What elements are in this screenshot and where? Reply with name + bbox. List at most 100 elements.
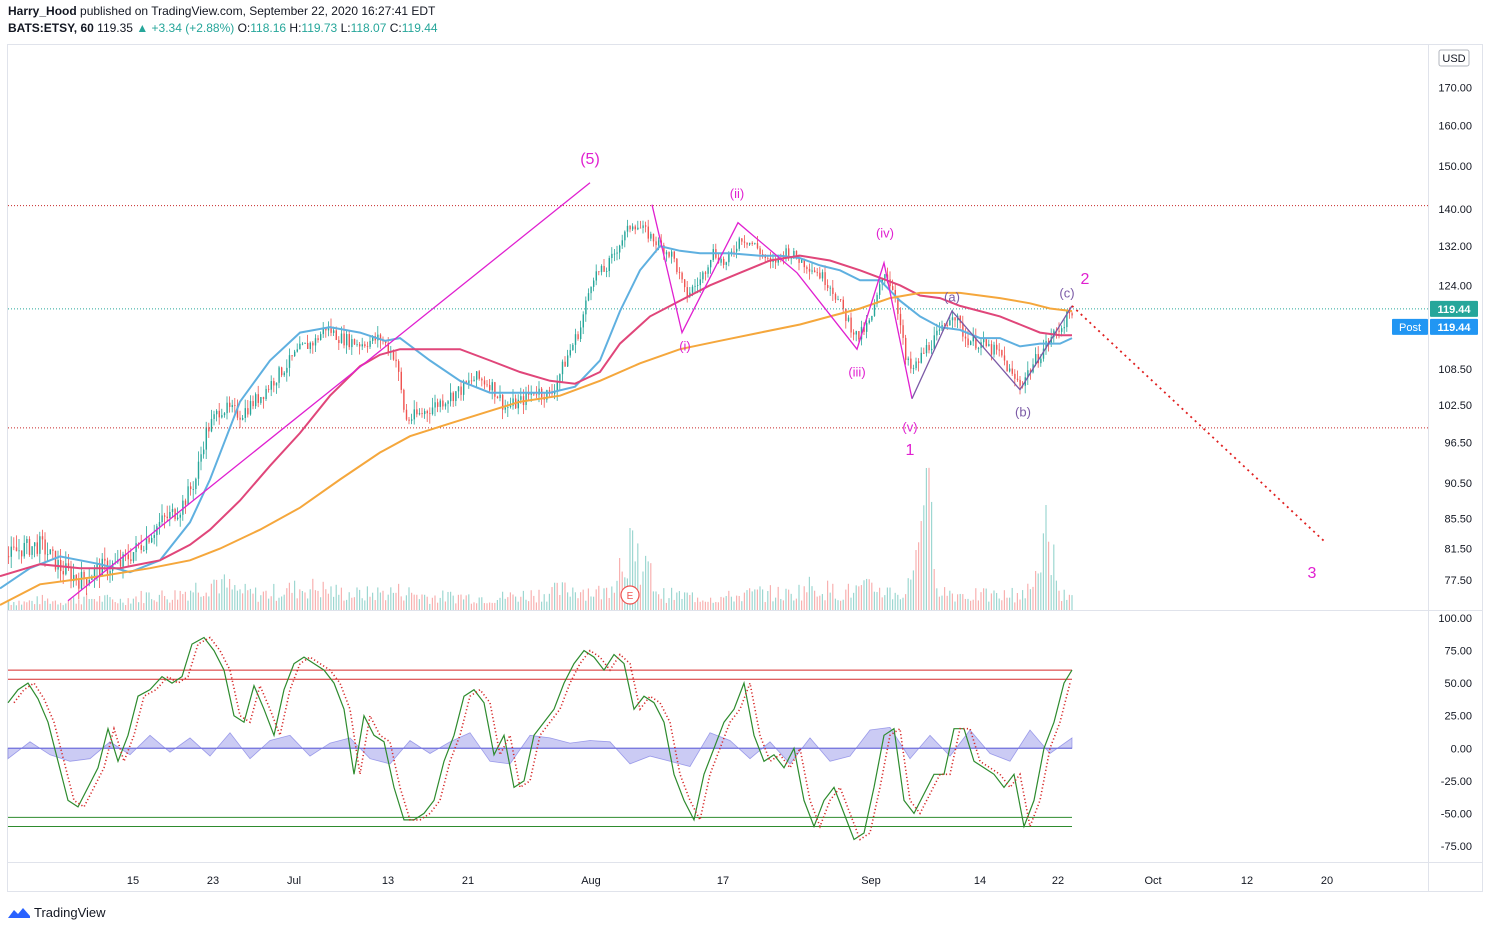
volume-bar — [153, 600, 155, 610]
volume-bar — [923, 505, 925, 610]
candle-body — [23, 542, 25, 557]
volume-bar — [720, 596, 722, 610]
volume-bar — [892, 599, 894, 610]
candle-body — [166, 516, 168, 518]
volume-bar — [486, 603, 488, 610]
candle-body — [697, 285, 699, 286]
volume-bar — [772, 601, 774, 610]
post-market-label: Post — [1399, 322, 1421, 334]
volume-bar — [70, 599, 72, 610]
earnings-marker-icon[interactable] — [620, 585, 640, 605]
projection-dotted-line — [1071, 305, 1325, 542]
volume-bar — [754, 589, 756, 610]
volume-bar — [762, 589, 764, 610]
volume-bar — [577, 598, 579, 610]
candle-body — [899, 313, 902, 326]
volume-bar — [525, 599, 527, 610]
candle-body — [70, 568, 72, 582]
candle-body — [421, 413, 423, 415]
elliott-wave-line — [911, 305, 1073, 399]
brand-name[interactable]: TradingView — [34, 904, 106, 920]
candle-body — [767, 257, 769, 259]
candle-body — [704, 272, 707, 274]
volume-bar — [174, 590, 176, 610]
volume-bar — [837, 600, 839, 610]
candle-body — [1063, 327, 1065, 329]
volume-bar — [957, 594, 959, 610]
volume-bar — [31, 600, 33, 610]
wave-label: (iv) — [876, 226, 894, 241]
candle-body — [489, 385, 491, 391]
candle-body — [619, 245, 621, 253]
candle-body — [153, 535, 155, 538]
candle-body — [78, 580, 80, 589]
currency-box[interactable] — [1438, 49, 1470, 67]
candle-body — [580, 327, 582, 340]
volume-bar — [902, 597, 904, 610]
volume-bar — [15, 605, 17, 610]
candle-body — [871, 315, 873, 321]
low-value: 118.07 — [350, 21, 387, 35]
candle-body — [569, 350, 571, 356]
volume-bar — [390, 587, 392, 610]
volume-bar — [273, 583, 275, 610]
candle-body — [811, 270, 813, 272]
candle-body — [179, 514, 181, 518]
price-tick-label: 140.00 — [1438, 204, 1472, 216]
candle-body — [1045, 340, 1047, 349]
candle-body — [283, 372, 285, 376]
candle-body — [486, 384, 488, 386]
volume-bar — [613, 592, 615, 610]
volume-bar — [725, 596, 727, 610]
post-market-price-label: 119.44 — [1437, 322, 1471, 334]
candle-body — [49, 549, 51, 555]
candle-body — [907, 358, 909, 360]
candle-body — [294, 351, 296, 357]
volume-bar — [161, 590, 163, 610]
candle-body — [733, 251, 735, 253]
volume-bar — [876, 592, 878, 610]
candle-body — [62, 571, 64, 575]
volume-bar — [307, 598, 309, 610]
candle-body — [174, 509, 176, 520]
volume-bar — [535, 602, 537, 610]
candle-body — [834, 293, 837, 300]
candle-body — [164, 515, 166, 517]
candle-body — [312, 342, 314, 346]
close-label: C: — [389, 21, 402, 35]
candle-body — [816, 272, 818, 274]
candle-body — [1066, 311, 1068, 328]
volume-bar — [366, 586, 368, 610]
candle-body — [41, 536, 44, 540]
candle-body — [803, 259, 805, 268]
volume-bar — [884, 595, 886, 610]
author-name[interactable]: Harry_Hood — [8, 4, 77, 18]
candle-body — [806, 267, 808, 269]
volume-bar — [814, 590, 816, 610]
volume-bar — [353, 597, 355, 610]
candle-body — [286, 367, 288, 373]
candle-body — [879, 284, 881, 295]
volume-bar — [663, 588, 665, 610]
candle-body — [603, 266, 605, 272]
candle-body — [143, 549, 145, 551]
volume-bar — [434, 595, 436, 610]
volume-bar — [556, 582, 558, 610]
price-tick-label: 108.50 — [1438, 364, 1472, 376]
oscillator-tick-label: 0.00 — [1451, 743, 1472, 755]
candle-body — [837, 299, 839, 300]
candle-body — [281, 367, 283, 376]
candle-body — [468, 380, 470, 384]
volume-bar — [1003, 590, 1005, 610]
price-tick-label: 150.00 — [1438, 161, 1472, 173]
volume-bar — [756, 589, 758, 610]
candle-body — [845, 308, 847, 322]
candle-body — [73, 575, 75, 582]
volume-bar — [1022, 590, 1024, 610]
candle-body — [366, 346, 369, 347]
volume-bar — [743, 592, 745, 610]
candle-body — [1061, 328, 1063, 332]
volume-bar — [36, 596, 38, 610]
candle-body — [691, 286, 694, 293]
